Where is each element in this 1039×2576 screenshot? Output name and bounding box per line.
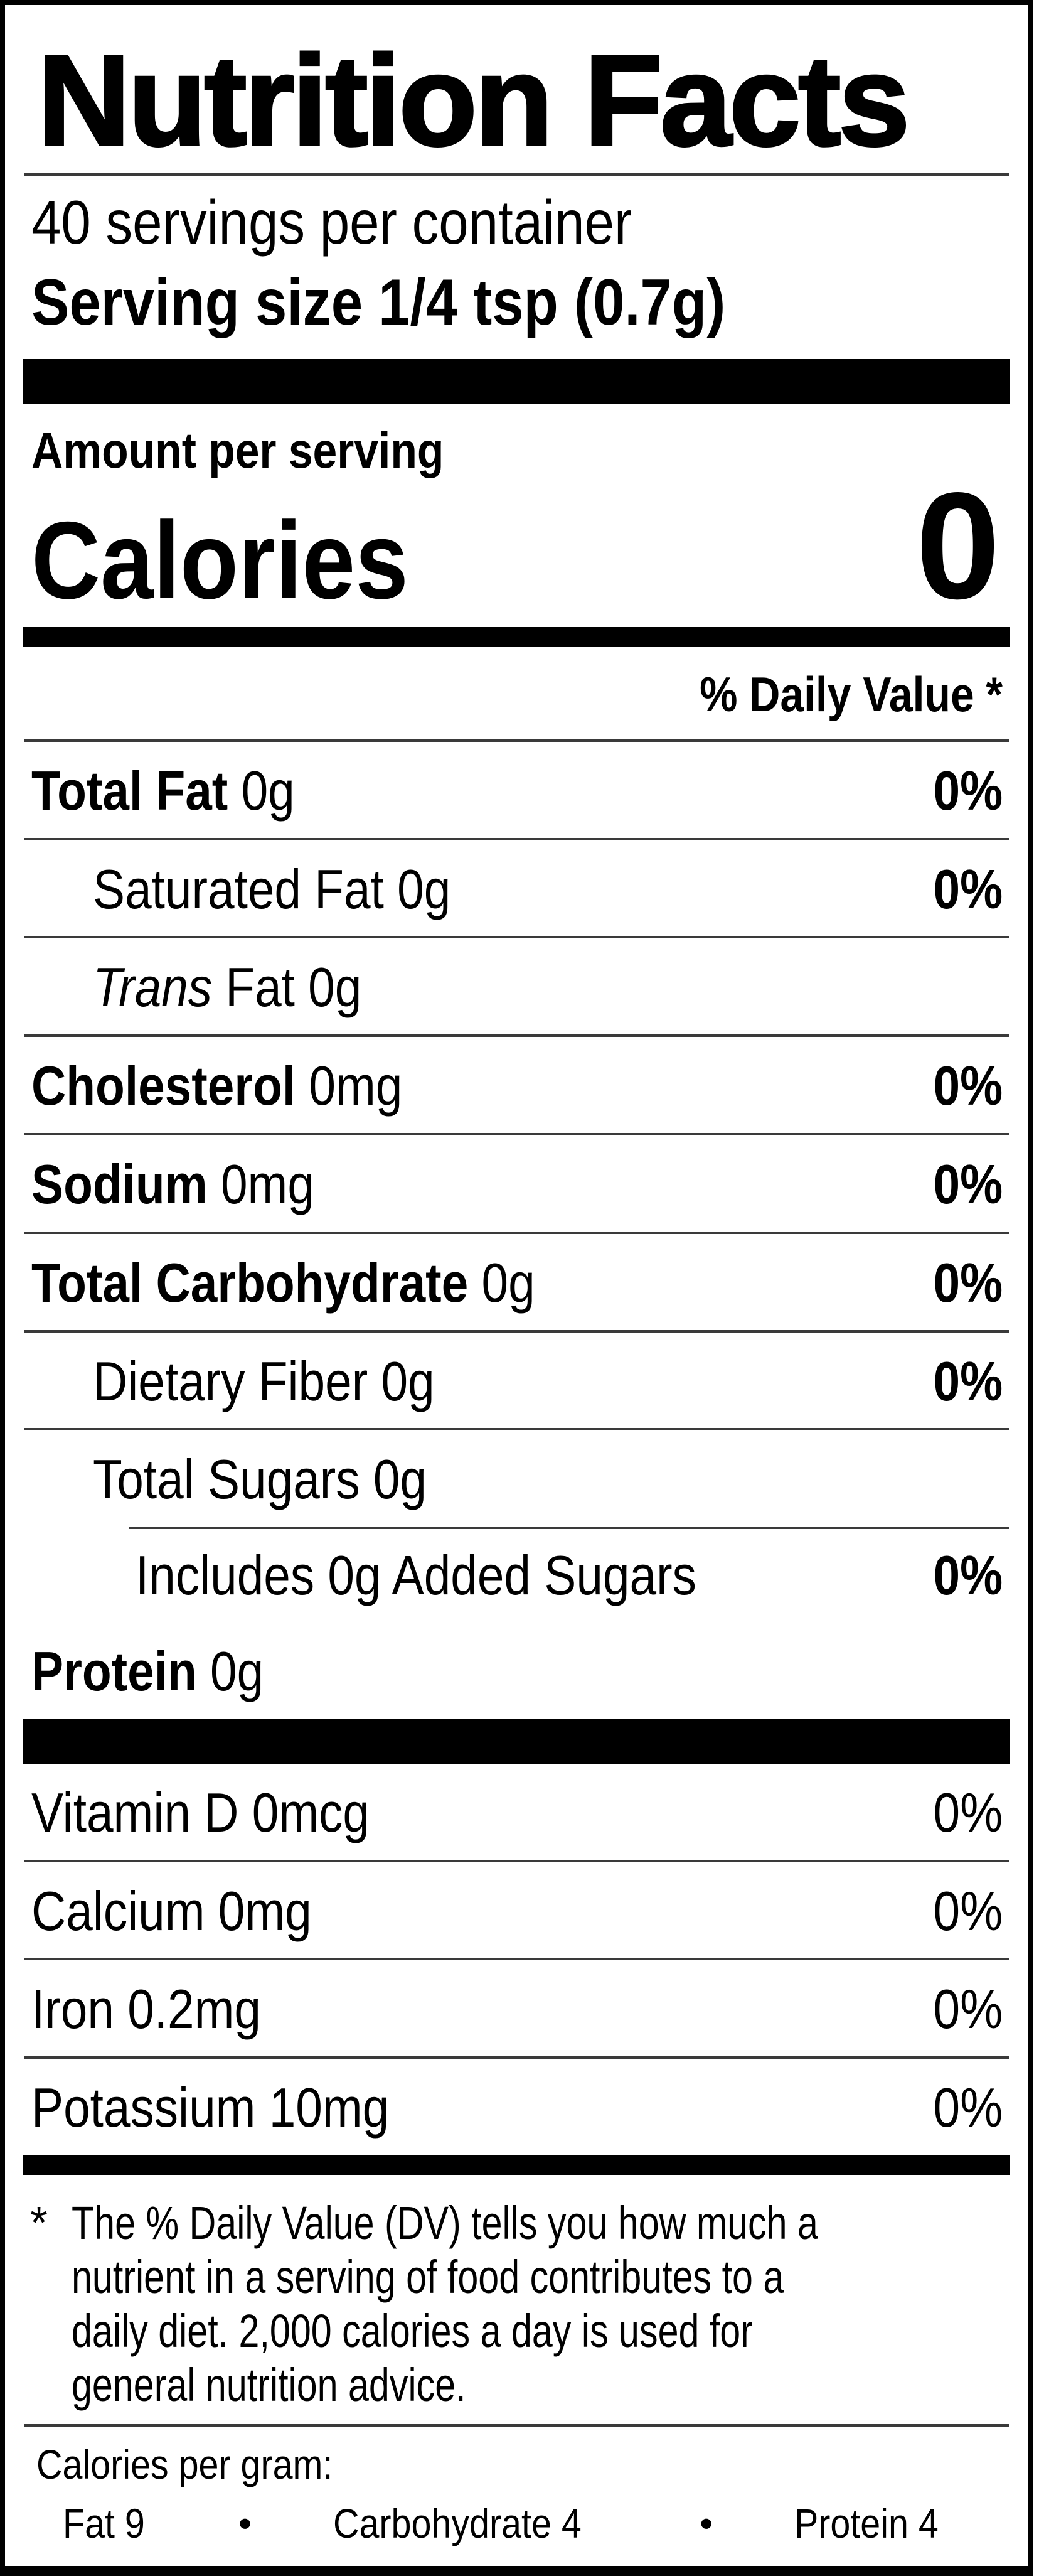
daily-value-percent: 0% bbox=[933, 1879, 1003, 1942]
title-divider bbox=[24, 173, 1009, 176]
nutrient-row: Cholesterol 0mg 0% bbox=[24, 1037, 1009, 1136]
footnote-line: daily diet. 2,000 calories a day is used… bbox=[72, 2304, 753, 2357]
nutrient-name: Vitamin D 0mcg bbox=[31, 1781, 370, 1843]
label-title: Nutrition Facts bbox=[36, 29, 911, 173]
cpg-fat: Fat 9 bbox=[63, 2500, 145, 2547]
section-bar-top bbox=[23, 359, 1010, 405]
daily-value-percent: 0% bbox=[933, 1978, 1003, 2041]
calories-per-gram-heading: Calories per gram: bbox=[36, 2441, 333, 2488]
footnote-line: The % Daily Value (DV) tells you how muc… bbox=[72, 2197, 818, 2250]
nutrient-name: Iron 0.2mg bbox=[31, 1978, 261, 2041]
daily-value-percent: 0% bbox=[933, 857, 1003, 920]
section-bar-protein bbox=[23, 1718, 1010, 1764]
footnote-text: The % Daily Value (DV) tells you how muc… bbox=[72, 2196, 1004, 2412]
daily-value-percent: 0% bbox=[933, 759, 1003, 822]
footnote-line: general nutrition advice. bbox=[72, 2358, 466, 2411]
nutrient-name: Includes 0g Added Sugars bbox=[136, 1544, 696, 1607]
nutrient-name: Total Sugars 0g bbox=[93, 1448, 427, 1511]
nutrient-row: Includes 0g Added Sugars 0% bbox=[24, 1527, 1009, 1623]
nutrient-name: Saturated Fat 0g bbox=[93, 857, 451, 920]
nutrient-name: Dietary Fiber 0g bbox=[93, 1350, 435, 1412]
nutrient-row: Protein 0g bbox=[24, 1623, 1009, 1719]
cpg-bullet-1: • bbox=[238, 2502, 252, 2545]
daily-value-percent: 0% bbox=[933, 1055, 1003, 1117]
calories-value: 0 bbox=[915, 461, 1000, 631]
nutrient-row: Total Carbohydrate 0g 0% bbox=[24, 1234, 1009, 1333]
nutrient-row: Sodium 0mg 0% bbox=[24, 1135, 1009, 1234]
nutrient-name: Cholesterol 0mg bbox=[31, 1055, 403, 1117]
nutrient-rows: Total Fat 0g 0% Saturated Fat 0g 0% Trans Fa… bbox=[24, 742, 1009, 1719]
nutrient-name: Potassium 10mg bbox=[31, 2076, 390, 2139]
nutrient-row: Total Fat 0g 0% bbox=[24, 742, 1009, 840]
footnote: * The % Daily Value (DV) tells you how m… bbox=[24, 2175, 1009, 2427]
footnote-asterisk: * bbox=[30, 2198, 48, 2249]
daily-value-percent: 0% bbox=[933, 1153, 1003, 1216]
nutrient-name: Trans Fat 0g bbox=[93, 956, 362, 1019]
daily-value-percent: 0% bbox=[933, 2076, 1003, 2139]
nutrient-row: Dietary Fiber 0g 0% bbox=[24, 1333, 1009, 1431]
daily-value-header: % Daily Value * bbox=[24, 647, 1009, 742]
vitamin-row: Iron 0.2mg 0% bbox=[24, 1960, 1009, 2059]
nutrient-row: Trans Fat 0g bbox=[24, 938, 1009, 1038]
vitamin-row: Potassium 10mg 0% bbox=[24, 2059, 1009, 2155]
nutrient-name: Sodium 0mg bbox=[31, 1153, 314, 1216]
vitamin-row: Calcium 0mg 0% bbox=[24, 1862, 1009, 1961]
serving-size: Serving size 1/4 tsp (0.7g) bbox=[31, 266, 726, 339]
vitamin-rows: Vitamin D 0mcg 0% Calcium 0mg 0% Iron 0.2mg 0… bbox=[24, 1764, 1009, 2155]
calories-label: Calories bbox=[31, 500, 408, 623]
daily-value-percent: 0% bbox=[933, 1544, 1003, 1607]
cpg-bullet-2: • bbox=[700, 2502, 713, 2545]
nutrient-name: Calcium 0mg bbox=[31, 1879, 312, 1942]
cpg-protein: Protein 4 bbox=[794, 2500, 939, 2547]
amount-per-serving: Amount per serving bbox=[31, 422, 444, 479]
cpg-carbohydrate: Carbohydrate 4 bbox=[333, 2500, 582, 2547]
nutrient-row: Total Sugars 0g bbox=[24, 1430, 1009, 1527]
daily-value-percent: 0% bbox=[933, 1350, 1003, 1412]
calories-row: Calories 0 bbox=[24, 461, 1009, 631]
nutrient-name: Total Carbohydrate 0g bbox=[31, 1251, 535, 1314]
daily-value-percent: 0% bbox=[933, 1781, 1003, 1843]
daily-value-percent: 0% bbox=[933, 1251, 1003, 1314]
vitamin-row: Vitamin D 0mcg 0% bbox=[24, 1764, 1009, 1862]
footnote-line: nutrient in a serving of food contribute… bbox=[72, 2250, 784, 2303]
nutrient-name: Total Fat 0g bbox=[31, 759, 295, 822]
servings-per-container: 40 servings per container bbox=[31, 188, 632, 257]
nutrient-row: Saturated Fat 0g 0% bbox=[24, 840, 1009, 939]
section-bar-calories bbox=[23, 626, 1010, 647]
calories-per-gram-row: Fat 9 • Carbohydrate 4 • Protein 4 bbox=[24, 2491, 1009, 2566]
section-bar-vitamins bbox=[23, 2155, 1010, 2176]
nutrient-name: Protein 0g bbox=[31, 1640, 264, 1703]
